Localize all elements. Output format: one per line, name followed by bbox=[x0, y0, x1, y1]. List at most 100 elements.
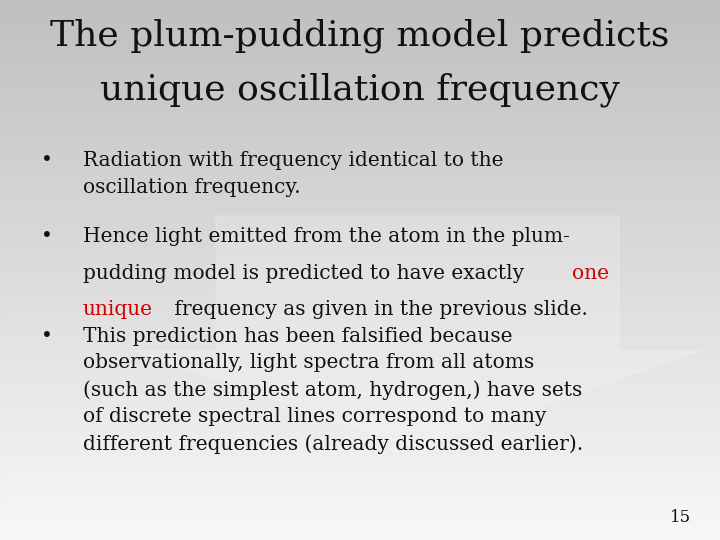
Bar bbox=[0, 405, 720, 407]
Bar bbox=[0, 202, 720, 205]
Bar bbox=[0, 327, 720, 329]
Bar bbox=[0, 30, 720, 32]
Bar bbox=[0, 211, 720, 213]
Bar bbox=[0, 451, 720, 454]
Bar bbox=[0, 426, 720, 428]
Bar bbox=[0, 485, 720, 487]
Bar bbox=[0, 215, 720, 217]
Bar bbox=[0, 477, 720, 479]
Bar bbox=[0, 302, 720, 303]
Bar bbox=[0, 531, 720, 534]
Bar bbox=[0, 28, 720, 30]
Bar bbox=[0, 300, 720, 302]
Bar bbox=[0, 194, 720, 196]
Text: •: • bbox=[41, 151, 53, 170]
Bar bbox=[0, 200, 720, 202]
Bar bbox=[0, 146, 720, 147]
Bar bbox=[0, 481, 720, 483]
Bar bbox=[0, 487, 720, 489]
Bar bbox=[0, 19, 720, 21]
Bar bbox=[0, 359, 720, 361]
Bar bbox=[0, 217, 720, 219]
Bar bbox=[0, 249, 720, 251]
Bar bbox=[0, 420, 720, 422]
Bar bbox=[0, 12, 720, 15]
Bar bbox=[0, 152, 720, 154]
Bar bbox=[0, 377, 720, 380]
Bar bbox=[0, 38, 720, 40]
Bar bbox=[0, 110, 720, 112]
Bar bbox=[0, 515, 720, 517]
Bar bbox=[0, 32, 720, 33]
Bar bbox=[0, 258, 720, 259]
Bar bbox=[0, 282, 720, 285]
Text: Hence light emitted from the atom in the plum-: Hence light emitted from the atom in the… bbox=[83, 227, 570, 246]
Bar bbox=[0, 310, 720, 312]
Bar bbox=[0, 61, 720, 63]
Bar bbox=[0, 443, 720, 445]
Bar bbox=[0, 331, 720, 333]
Bar bbox=[0, 411, 720, 414]
Bar bbox=[0, 414, 720, 416]
Bar bbox=[0, 388, 720, 390]
Bar bbox=[0, 517, 720, 519]
Text: •: • bbox=[41, 227, 53, 246]
Bar bbox=[0, 63, 720, 65]
Bar bbox=[0, 21, 720, 23]
Bar bbox=[0, 361, 720, 363]
Bar bbox=[0, 462, 720, 464]
Bar bbox=[0, 253, 720, 255]
Bar bbox=[0, 272, 720, 274]
Bar bbox=[0, 190, 720, 192]
Bar bbox=[0, 196, 720, 198]
Bar bbox=[0, 55, 720, 57]
Bar bbox=[0, 0, 720, 2]
Bar bbox=[0, 205, 720, 207]
Bar bbox=[0, 114, 720, 116]
Bar bbox=[0, 259, 720, 261]
Bar bbox=[0, 403, 720, 405]
Bar bbox=[0, 209, 720, 211]
Bar bbox=[0, 338, 720, 340]
Bar bbox=[0, 354, 720, 356]
Bar bbox=[0, 430, 720, 433]
Bar bbox=[0, 416, 720, 417]
Bar bbox=[0, 184, 720, 186]
Bar bbox=[0, 523, 720, 525]
Bar bbox=[0, 329, 720, 331]
Bar bbox=[0, 95, 720, 97]
Bar bbox=[0, 433, 720, 435]
Bar bbox=[0, 171, 720, 173]
Bar bbox=[0, 158, 720, 160]
Bar bbox=[0, 456, 720, 458]
Bar bbox=[0, 266, 720, 268]
Bar bbox=[0, 84, 720, 86]
Bar bbox=[0, 124, 720, 126]
Bar bbox=[0, 270, 720, 272]
Bar bbox=[0, 76, 720, 78]
Bar bbox=[0, 281, 720, 282]
Bar bbox=[0, 264, 720, 266]
Bar bbox=[0, 401, 720, 403]
Bar bbox=[0, 384, 720, 386]
Text: unique oscillation frequency: unique oscillation frequency bbox=[100, 73, 620, 107]
Bar bbox=[0, 40, 720, 42]
Bar bbox=[0, 15, 720, 17]
Bar bbox=[0, 528, 720, 529]
Bar bbox=[0, 500, 720, 502]
Bar bbox=[0, 165, 720, 167]
Bar bbox=[0, 139, 720, 141]
Bar bbox=[0, 192, 720, 194]
Bar bbox=[0, 23, 720, 25]
Bar bbox=[0, 350, 720, 352]
Bar bbox=[0, 417, 720, 420]
Bar bbox=[0, 65, 720, 68]
Bar bbox=[0, 521, 720, 523]
Bar bbox=[0, 36, 720, 38]
Bar bbox=[0, 519, 720, 521]
Bar bbox=[0, 319, 720, 321]
Bar bbox=[0, 394, 720, 396]
Bar bbox=[0, 466, 720, 468]
Bar bbox=[0, 393, 720, 394]
Bar bbox=[0, 346, 720, 348]
